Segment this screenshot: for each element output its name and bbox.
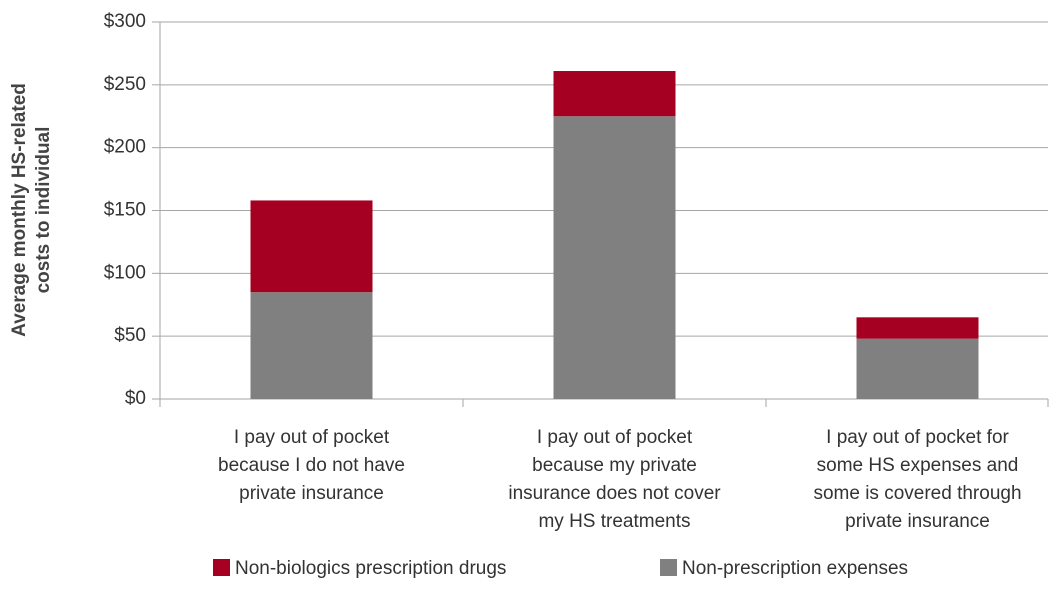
legend-label: Non-biologics prescription drugs	[235, 558, 506, 579]
y-tick-label: $150	[104, 200, 146, 221]
y-tick-label: $300	[104, 11, 146, 32]
y-tick-label: $200	[104, 137, 146, 158]
y-tick-label: $250	[104, 74, 146, 95]
bar-segment	[553, 116, 676, 399]
legend-swatch	[213, 559, 230, 576]
legend-swatch	[660, 559, 677, 576]
bar-segment	[856, 338, 979, 399]
legend-label: Non-prescription expenses	[682, 558, 908, 579]
y-axis-title: Average monthly HS-related costs to indi…	[9, 83, 54, 337]
y-tick-label: $50	[114, 325, 146, 346]
x-tick-label: I pay out of pocket because I do not hav…	[218, 427, 405, 504]
y-tick-label: $100	[104, 262, 146, 283]
bar-segment	[553, 71, 676, 117]
bar-segment	[250, 292, 373, 399]
x-tick-label: I pay out of pocket for some HS expenses…	[813, 427, 1022, 532]
bar-segment	[856, 317, 979, 339]
x-tick-label: I pay out of pocket because my private i…	[508, 427, 721, 532]
bar-segment	[250, 200, 373, 293]
y-tick-label: $0	[125, 388, 146, 409]
